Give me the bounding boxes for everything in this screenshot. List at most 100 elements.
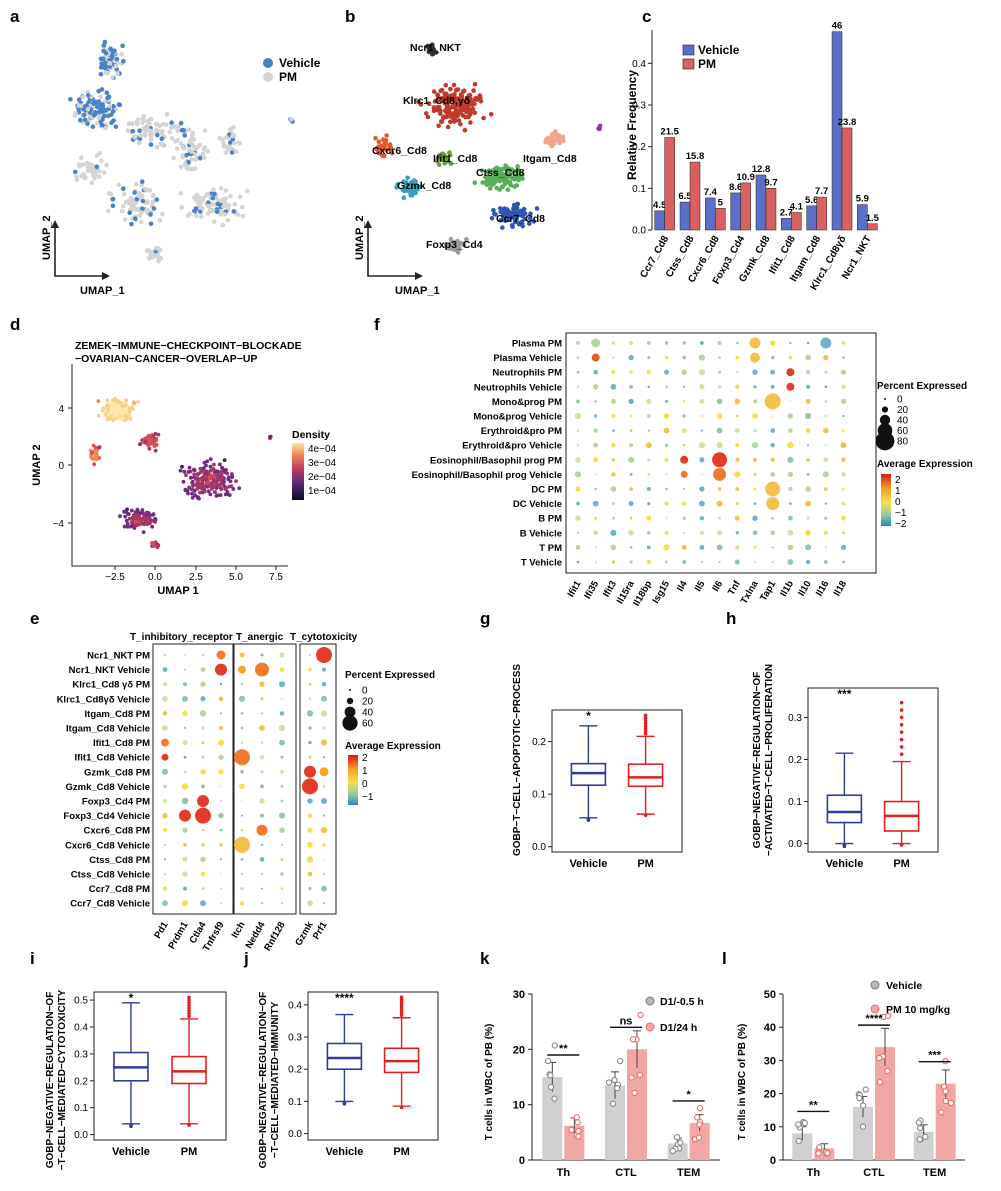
umap-point <box>132 134 138 140</box>
umap-point <box>218 211 223 217</box>
expression-dot <box>576 501 580 506</box>
umap-point <box>534 206 540 211</box>
l-ytick-label: 0 <box>770 1155 776 1167</box>
c-bar-value-label: 4.1 <box>790 202 804 213</box>
density-point <box>190 491 194 496</box>
density-point <box>149 438 154 443</box>
umap-point <box>426 101 432 106</box>
umap-point <box>511 210 517 215</box>
umap-point <box>405 175 410 181</box>
g-ytick-label: 0.2 <box>532 737 546 748</box>
size-legend-label: 0 <box>897 395 903 406</box>
color-legend-label: 1 <box>895 486 901 497</box>
k-datapoint <box>677 1139 684 1146</box>
umap-point <box>244 188 250 194</box>
expression-dot <box>594 473 597 476</box>
expression-dot <box>787 413 794 419</box>
panel-c-barchart: Relative Frequency Vehicle PM 0.0 0.1 0.2 0… <box>625 21 880 293</box>
legend-c-vehicle-swatch <box>682 44 695 56</box>
umap-point <box>228 127 233 132</box>
l-datapoint <box>915 1119 922 1126</box>
i-ytick-label: 0.1 <box>74 1103 88 1114</box>
h-ytick-label: 0.1 <box>788 797 802 808</box>
expression-dot <box>806 472 810 476</box>
umap-point <box>96 88 101 94</box>
umap-point <box>416 99 421 105</box>
l-datapoint <box>859 1123 867 1130</box>
c-bar-value-label: 2.7 <box>780 207 793 218</box>
umap-point <box>142 133 148 138</box>
density-point <box>215 478 219 483</box>
expression-dot <box>700 429 704 432</box>
umap-point <box>133 201 139 206</box>
panel-f-dotplot: Percent Expressed Average Expression Pla… <box>412 332 973 608</box>
density-point <box>147 446 152 451</box>
expression-dot <box>308 726 312 730</box>
umap-point <box>120 203 126 209</box>
umap-point <box>98 65 104 70</box>
expression-dot <box>646 370 651 375</box>
expression-dot <box>574 471 582 478</box>
umap-point <box>76 106 81 112</box>
c-bar-value-label: 9.7 <box>764 177 777 188</box>
umap-point <box>178 164 184 170</box>
expression-dot <box>220 873 222 875</box>
density-point <box>92 462 97 467</box>
density-point <box>219 487 224 492</box>
expression-dot <box>712 452 728 468</box>
expression-dot <box>663 413 670 419</box>
j-box-vehicle <box>326 1042 363 1071</box>
c-bar-value-label: 6.5 <box>678 191 692 202</box>
umap-point <box>147 254 152 260</box>
panel-d-density: ZEMEK−IMMUNE−CHECKPOINT−BLOCKADE −OVARIA… <box>31 340 337 597</box>
umap-point <box>431 89 437 94</box>
expression-dot <box>593 428 598 433</box>
expression-dot <box>716 413 723 419</box>
f-frame <box>565 332 877 574</box>
expression-dot <box>735 457 740 462</box>
g-plot-frame <box>551 709 683 853</box>
density-point <box>153 448 158 453</box>
expression-dot <box>240 770 244 774</box>
umap-point <box>227 140 233 145</box>
umap-point <box>120 43 125 49</box>
umap-point <box>221 144 227 149</box>
density-point <box>190 495 195 500</box>
expression-dot <box>629 560 633 564</box>
h-outlier <box>899 715 904 720</box>
umap-point <box>140 206 145 212</box>
density-point <box>151 512 156 516</box>
expression-dot <box>594 516 598 520</box>
c-bar-pm <box>841 127 853 231</box>
expression-dot <box>308 667 312 672</box>
color-legend-label: 0 <box>895 497 901 508</box>
color-legend-label: 2 <box>895 475 901 486</box>
d-axes <box>71 364 288 567</box>
cluster-label-ifit1: Ifit1_Cd8 <box>433 153 478 165</box>
density-point <box>136 399 140 404</box>
density-point <box>110 398 115 403</box>
legend-c-vehicle-label: Vehicle <box>698 43 740 57</box>
umap-point <box>412 182 418 188</box>
c-ytick-label: 0.1 <box>632 184 646 195</box>
expression-dot <box>736 414 739 418</box>
d-ytick: 4 <box>58 404 64 415</box>
umap-point <box>237 194 243 200</box>
d-legend-label: 1e−04 <box>308 486 337 497</box>
expression-dot <box>805 412 812 420</box>
umap-point <box>186 127 192 132</box>
expression-dot <box>591 353 600 362</box>
g-outlier <box>643 731 648 736</box>
expression-dot <box>260 653 264 657</box>
expression-dot <box>575 515 581 521</box>
expression-dot <box>200 871 206 877</box>
expression-dot <box>574 412 582 420</box>
row-label: T Vehicle <box>521 558 562 569</box>
umap-b-points <box>373 42 603 255</box>
legend-k-d1-05-label: D1/-0.5 h <box>660 996 704 1008</box>
panel-a-umap: Vehicle PM UMAP_1 UMAP_2 <box>41 39 321 297</box>
expression-dot <box>162 900 168 907</box>
umap-point <box>459 93 465 99</box>
umap-point <box>119 208 125 214</box>
umap-a-points <box>68 39 295 264</box>
